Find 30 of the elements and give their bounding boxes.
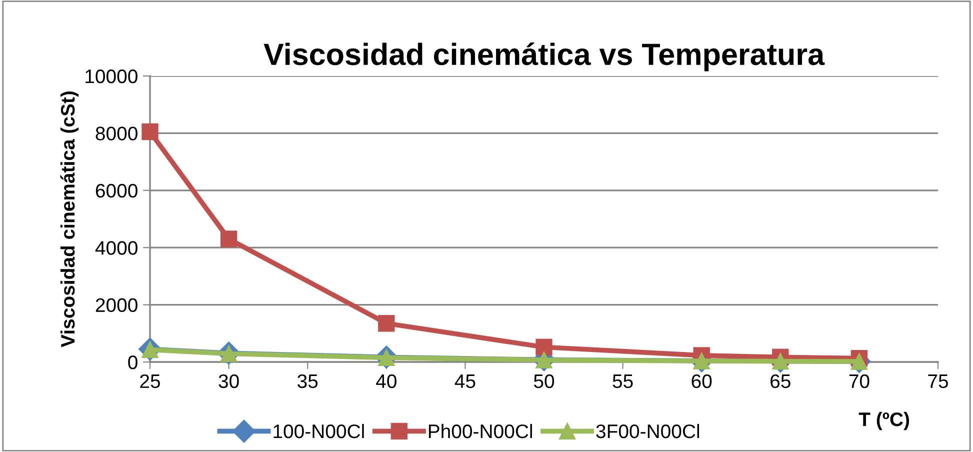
x-tick-label: 55 bbox=[612, 374, 633, 388]
point bbox=[142, 123, 158, 140]
x-axis-title: T (ºC) bbox=[858, 412, 910, 430]
legend-label: 3F00-N00Cl bbox=[596, 424, 700, 438]
y-tick-label: 10000 bbox=[86, 69, 138, 84]
point bbox=[772, 352, 789, 370]
x-tick-label: 50 bbox=[534, 374, 554, 388]
point bbox=[693, 352, 710, 370]
x-tick-label: 45 bbox=[454, 374, 476, 388]
y-tick-label: 8000 bbox=[96, 126, 138, 140]
x-tick-label: 25 bbox=[140, 374, 160, 388]
point bbox=[536, 352, 552, 368]
y-tick-label: 6000 bbox=[96, 184, 138, 198]
x-tick-label: 75 bbox=[928, 374, 948, 388]
x-tick-label: 30 bbox=[218, 374, 239, 388]
x-tick-label: 60 bbox=[692, 374, 712, 388]
x-tick-label: 70 bbox=[849, 374, 870, 388]
chart-title: Viscosidad cinemática vs Temperatura bbox=[264, 42, 825, 72]
y-axis-title: Viscosidad cinemática (cSt) bbox=[60, 92, 79, 348]
y-tick-label: 0 bbox=[128, 355, 138, 370]
x-tick-label: 65 bbox=[770, 374, 790, 388]
point bbox=[220, 230, 238, 248]
point bbox=[378, 315, 395, 332]
legend-label: Ph00-N00Cl bbox=[428, 424, 532, 438]
point bbox=[536, 338, 552, 356]
x-tick-label: 35 bbox=[298, 374, 318, 388]
y-tick-label: 2000 bbox=[96, 298, 138, 312]
x-tick-label: 40 bbox=[376, 374, 396, 388]
legend-label: 100-N00Cl bbox=[274, 424, 364, 438]
y-tick-label: 4000 bbox=[95, 241, 138, 255]
